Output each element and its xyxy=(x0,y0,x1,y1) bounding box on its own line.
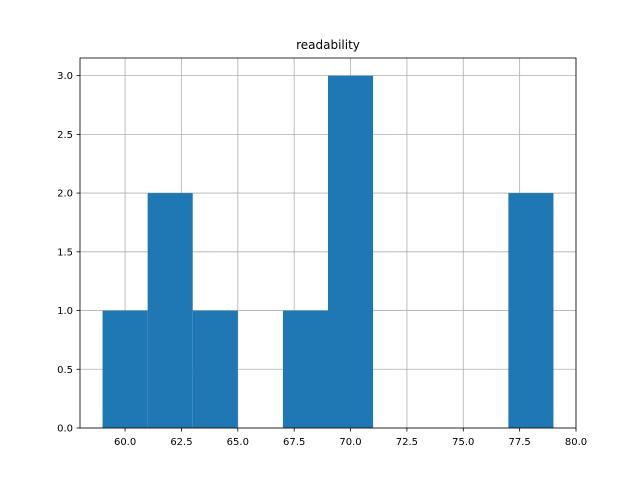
x-tick-label: 77.5 xyxy=(509,437,531,448)
chart-title: readability xyxy=(296,38,360,52)
x-tick-label: 67.5 xyxy=(283,437,305,448)
y-axis-ticks: 0.0 0.5 1.0 1.5 2.0 2.5 3.0 xyxy=(57,71,80,435)
y-tick-label: 2.5 xyxy=(57,130,73,141)
histogram-bar xyxy=(508,193,554,428)
y-tick-label: 0.0 xyxy=(57,424,73,435)
y-tick-label: 1.0 xyxy=(57,306,73,317)
histogram-bar xyxy=(192,310,238,428)
x-tick-label: 62.5 xyxy=(170,437,192,448)
axes-frame xyxy=(79,57,577,429)
x-axis-ticks: 60.0 62.5 65.0 67.5 70.0 72.5 75.0 77.5 80.0 xyxy=(114,428,587,448)
x-tick-label: 70.0 xyxy=(339,437,361,448)
histogram-bar xyxy=(147,193,193,428)
y-tick-label: 3.0 xyxy=(57,71,73,82)
x-tick-label: 65.0 xyxy=(227,437,249,448)
y-tick-label: 1.5 xyxy=(57,247,73,258)
x-tick-label: 60.0 xyxy=(114,437,136,448)
y-tick-label: 0.5 xyxy=(57,365,73,376)
x-tick-label: 72.5 xyxy=(396,437,418,448)
x-tick-label: 80.0 xyxy=(565,437,587,448)
histogram-bar xyxy=(102,310,148,428)
x-tick-label: 75.0 xyxy=(452,437,474,448)
y-tick-label: 2.0 xyxy=(57,189,73,200)
histogram-bars xyxy=(102,75,554,428)
histogram-bar xyxy=(328,75,374,428)
histogram-bar xyxy=(282,310,328,428)
